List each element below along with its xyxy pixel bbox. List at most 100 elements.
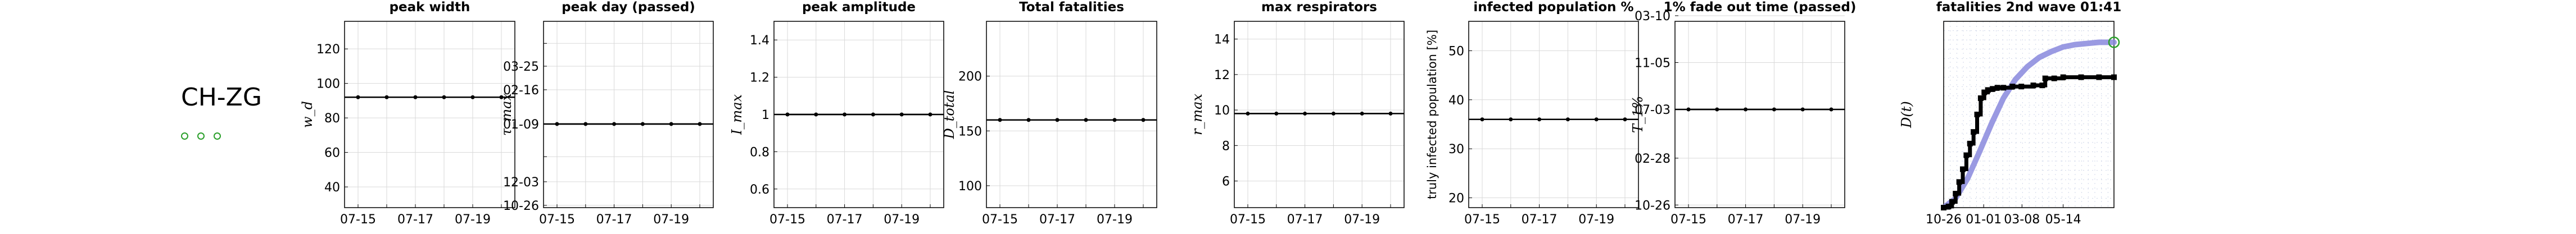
y-tick-label: 20 bbox=[1448, 192, 1464, 206]
y-tick-label: 100 bbox=[958, 180, 982, 194]
x-tick-label: 07-17 bbox=[827, 213, 863, 227]
x-tick-label: 07-19 bbox=[653, 213, 689, 227]
legend-dot bbox=[197, 132, 205, 140]
data-point bbox=[928, 112, 932, 117]
x-tick-label: 05-14 bbox=[2045, 213, 2081, 227]
observed-point bbox=[1967, 140, 1973, 146]
observed-point bbox=[1941, 205, 1946, 210]
fit-line bbox=[1941, 39, 2117, 210]
x-tick-label: 07-17 bbox=[1287, 213, 1323, 227]
data-point bbox=[1565, 117, 1570, 122]
observed-point bbox=[2051, 75, 2057, 81]
y-tick-label: 40 bbox=[324, 181, 340, 195]
region-label: CH-ZG bbox=[181, 83, 262, 112]
data-point bbox=[356, 95, 360, 99]
x-tick-label: 07-17 bbox=[1728, 213, 1764, 227]
x-tick-label: 07-19 bbox=[1785, 213, 1821, 227]
observed-point bbox=[1974, 112, 1980, 117]
x-tick-label: 07-17 bbox=[596, 213, 632, 227]
y-tick-label: 0.6 bbox=[750, 183, 769, 197]
y-tick-label: 6 bbox=[1222, 175, 1230, 189]
chart-panel: max respirators r_max 6 8 10 12 14 07-15 07-17 07… bbox=[1189, 0, 1405, 227]
data-point bbox=[1829, 107, 1833, 112]
y-axis-label: I_max bbox=[729, 94, 745, 136]
y-axis-label: truly infected population [%] bbox=[1425, 30, 1439, 199]
x-tick-label: 07-19 bbox=[1344, 213, 1380, 227]
x-tick-label: 03-08 bbox=[2004, 213, 2040, 227]
observed-point bbox=[1953, 191, 1959, 197]
chart-title: peak day (passed) bbox=[562, 0, 695, 15]
x-tick-label: 07-15 bbox=[340, 213, 376, 227]
data-point bbox=[1026, 118, 1031, 122]
x-tick-label: 07-15 bbox=[1230, 213, 1266, 227]
chart-panel: peak width w_d 40 60 80 100 120 07-15 07-17 07-19 bbox=[300, 0, 515, 227]
x-tick-label: 07-15 bbox=[539, 213, 575, 227]
data-point bbox=[1594, 117, 1599, 122]
chart-panel: peak day (passed) τ_max 10-26 12-03 01-09 02-… bbox=[499, 0, 714, 227]
data-point bbox=[1772, 107, 1776, 112]
data-point bbox=[1744, 107, 1748, 112]
data-point bbox=[640, 122, 645, 126]
observed-point bbox=[1971, 129, 1977, 135]
x-tick-label: 07-15 bbox=[1670, 213, 1706, 227]
data-point bbox=[470, 95, 475, 99]
y-tick-label: 11-05 bbox=[1635, 56, 1670, 70]
y-tick-label: 100 bbox=[316, 77, 340, 91]
observed-point bbox=[2060, 74, 2066, 80]
observed-point bbox=[1956, 179, 1962, 185]
chart-title: infected population % bbox=[1473, 0, 1633, 15]
y-tick-label: 120 bbox=[316, 43, 340, 57]
x-tick-label: 07-19 bbox=[884, 213, 920, 227]
data-point bbox=[899, 112, 904, 117]
observed-point bbox=[2096, 74, 2102, 80]
y-tick-label: 150 bbox=[958, 125, 982, 139]
observed-point bbox=[2111, 74, 2117, 80]
legend-dot bbox=[181, 132, 188, 140]
observed-point bbox=[2000, 85, 2007, 91]
x-tick-label: 07-17 bbox=[397, 213, 433, 227]
x-tick-label: 07-17 bbox=[1039, 213, 1075, 227]
y-axis-label: w_d bbox=[300, 101, 315, 128]
data-point bbox=[698, 122, 702, 126]
data-point bbox=[669, 122, 673, 126]
data-point bbox=[1112, 118, 1117, 122]
data-point bbox=[1084, 118, 1088, 122]
y-tick-label: 10-26 bbox=[1635, 199, 1670, 213]
data-point bbox=[1388, 111, 1393, 116]
y-tick-label: 02-28 bbox=[1635, 152, 1670, 166]
x-tick-label: 01-01 bbox=[1966, 213, 2002, 227]
chart-panel: Total fatalities D_total 100 150 200 07-15 07-… bbox=[941, 0, 1157, 227]
observed-point bbox=[2018, 84, 2025, 90]
y-tick-label: 50 bbox=[1448, 44, 1464, 58]
observed-point bbox=[2039, 82, 2045, 89]
observed-point bbox=[1990, 86, 1996, 92]
data-point bbox=[1055, 118, 1060, 122]
chart-title: peak amplitude bbox=[802, 0, 916, 15]
y-axis-label: τ_max bbox=[499, 93, 514, 136]
chart-panel: 1% fade out time (passed) T_1% 10-26 02-28 0… bbox=[1630, 0, 1856, 227]
x-tick-label: 07-15 bbox=[1464, 213, 1500, 227]
observed-point bbox=[1985, 87, 1991, 93]
y-tick-label: 10-26 bbox=[503, 199, 539, 213]
data-point bbox=[1480, 117, 1484, 122]
observed-point bbox=[2078, 74, 2084, 80]
y-tick-label: 200 bbox=[958, 70, 982, 84]
y-tick-label: 12 bbox=[1214, 68, 1230, 82]
x-tick-label: 07-19 bbox=[455, 213, 491, 227]
axes-frame bbox=[344, 21, 515, 208]
chart-panel: infected population % truly infected popu… bbox=[1425, 0, 1639, 227]
y-tick-label: 10 bbox=[1214, 104, 1230, 118]
axes-frame bbox=[1674, 21, 1845, 208]
data-point bbox=[1509, 117, 1513, 122]
legend-dots bbox=[181, 132, 221, 140]
data-point bbox=[1360, 111, 1364, 116]
axes-frame bbox=[1468, 21, 1639, 208]
chart-title: max respirators bbox=[1261, 0, 1377, 15]
data-point bbox=[814, 112, 818, 117]
data-point bbox=[1537, 117, 1542, 122]
data-point bbox=[384, 95, 389, 99]
observed-point bbox=[2009, 84, 2016, 90]
y-tick-label: 8 bbox=[1222, 139, 1230, 153]
observed-point bbox=[1945, 203, 1952, 209]
data-point bbox=[998, 118, 1002, 122]
